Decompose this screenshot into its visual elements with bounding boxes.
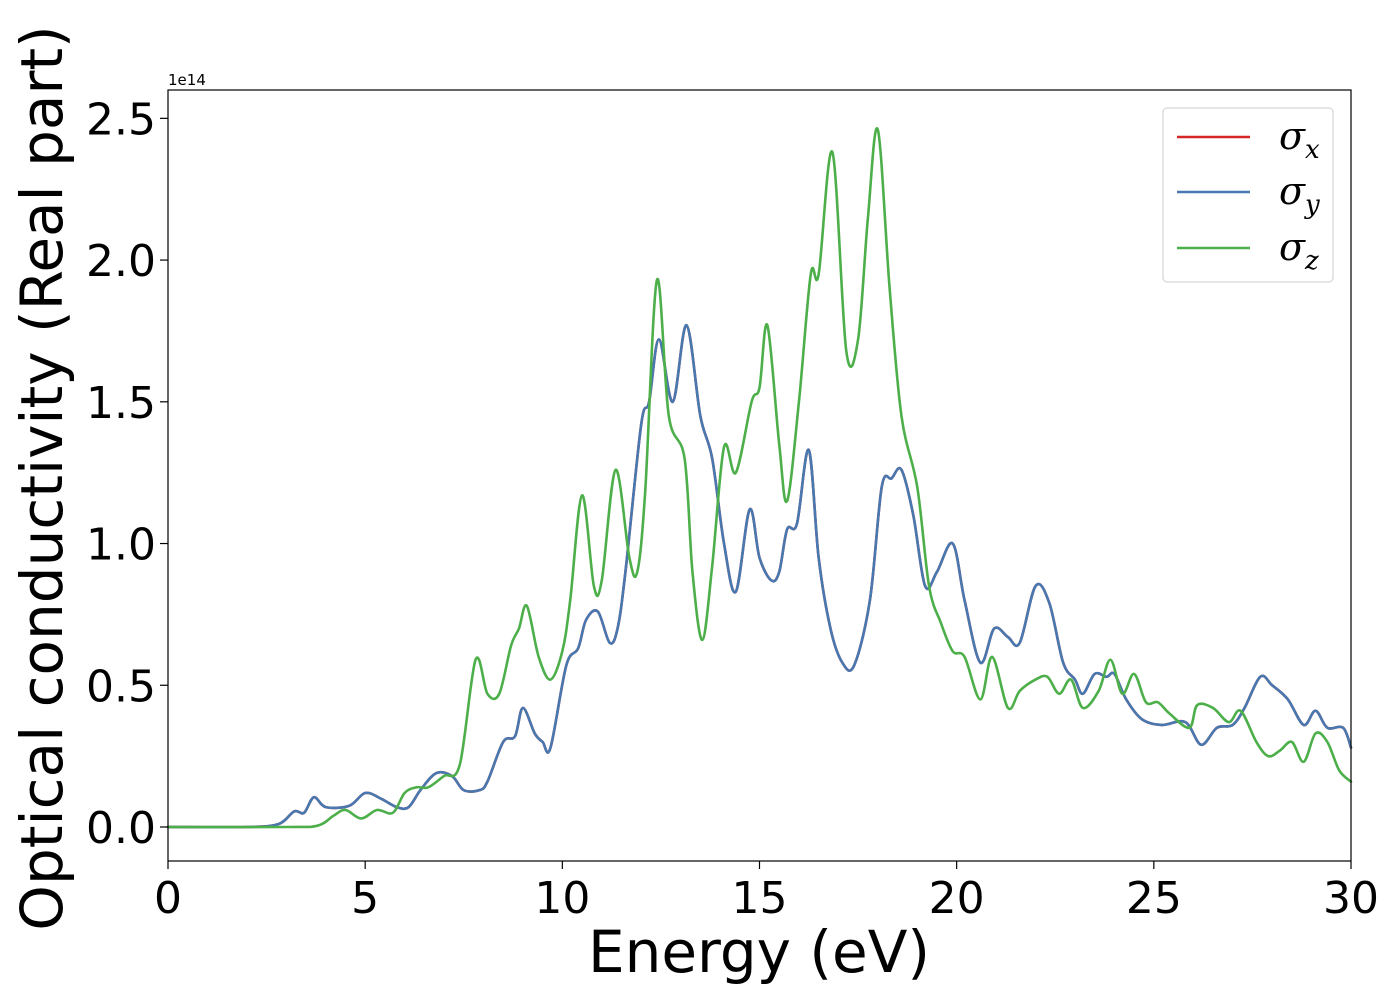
x-tick-label: 0 (154, 873, 182, 924)
x-tick-label: 30 (1323, 873, 1379, 924)
y-tick-label: 0.0 (86, 803, 156, 854)
x-axis: 0 5 10 15 20 25 30 (154, 861, 1379, 924)
x-axis-title: Energy (eV) (588, 918, 930, 986)
series-layer (166, 126, 1353, 829)
legend-label: σy (1279, 169, 1320, 220)
y-offset-label: 1e14 (168, 71, 206, 89)
x-tick-label: 15 (732, 873, 788, 924)
y-axis: 0.0 0.5 1.0 1.5 2.0 2.5 (86, 94, 168, 854)
y-tick-label: 1.5 (86, 378, 156, 429)
legend-label: σz (1279, 225, 1319, 276)
series-line-sigma-z (166, 126, 1353, 829)
y-tick-label: 2.0 (86, 236, 156, 287)
x-tick-label: 5 (351, 873, 379, 924)
y-tick-label: 0.5 (86, 661, 156, 712)
x-tick-label: 25 (1126, 873, 1182, 924)
legend-label: σx (1279, 114, 1320, 165)
legend-frame (1162, 107, 1334, 283)
series-line-sigma-y (166, 323, 1353, 829)
x-tick-label: 10 (534, 873, 590, 924)
y-tick-label: 1.0 (86, 520, 156, 571)
y-axis-title: Optical conductivity (Real part) (8, 25, 76, 930)
y-tick-label: 2.5 (86, 94, 156, 145)
x-tick-label: 20 (929, 873, 985, 924)
